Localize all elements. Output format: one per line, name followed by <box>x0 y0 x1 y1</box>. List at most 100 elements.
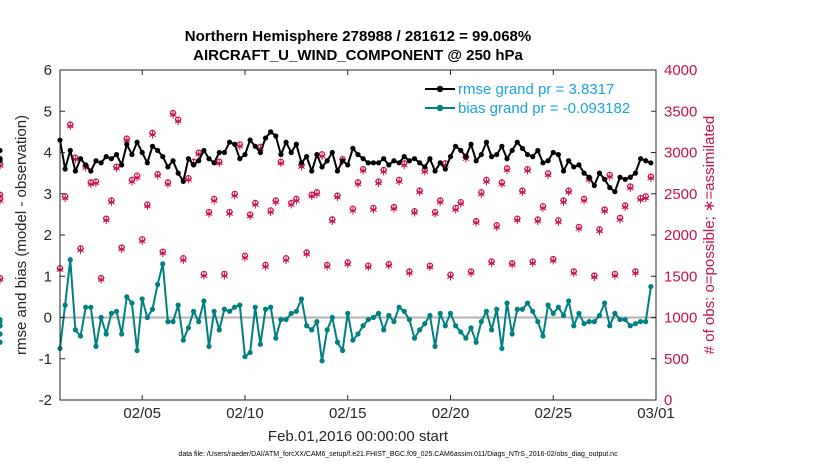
obs-assimilated-marker: ∗ <box>415 185 425 199</box>
series-1-point <box>129 300 135 306</box>
obs-possible-marker <box>67 121 74 128</box>
obs-possible-marker <box>483 176 490 184</box>
series-0-point <box>540 160 546 166</box>
obs-possible-marker <box>575 223 583 231</box>
series-0-point <box>257 149 263 156</box>
y-tick-label: 2 <box>44 227 52 244</box>
obs-possible-marker <box>395 176 403 184</box>
series-1-point <box>242 354 248 360</box>
obs-possible-marker <box>262 261 269 269</box>
obs-possible-marker <box>272 197 279 204</box>
series-1-point <box>298 296 305 302</box>
obs-possible-marker <box>539 203 547 210</box>
obs-possible-marker <box>580 195 588 203</box>
series-1-point <box>535 319 541 325</box>
series-0-point <box>232 141 238 147</box>
obs-possible-marker <box>293 195 300 203</box>
series-0-point <box>468 141 474 147</box>
obs-assimilated-marker: ∗ <box>574 221 584 235</box>
series-0-point <box>149 143 156 149</box>
obs-possible-marker <box>503 165 511 172</box>
series-1-point <box>283 316 289 323</box>
y2-tick-label: 0 <box>664 392 672 409</box>
x-tick-label: 02/10 <box>226 405 264 422</box>
series-1-point <box>560 312 567 319</box>
data-file-footnote: data file: /Users/raeder/DAI/ATM_forcXX/… <box>178 451 618 458</box>
obs-assimilated-marker: ∗ <box>368 202 378 216</box>
obs-assimilated-marker: ∗ <box>101 213 111 227</box>
series-1-point <box>499 345 505 352</box>
series-1-point <box>591 319 597 325</box>
series-1-point <box>458 329 464 335</box>
series-0-point <box>648 160 654 166</box>
obs-possible-marker <box>61 193 69 200</box>
series-0-point <box>0 147 3 154</box>
obs-possible-marker <box>508 260 516 267</box>
series-0-point <box>432 168 438 174</box>
series-1-point <box>478 319 484 325</box>
series-1-point <box>514 306 520 312</box>
series-1-point <box>432 343 438 349</box>
series-1-point <box>334 339 341 345</box>
series-1-point <box>160 261 166 267</box>
obs-possible-marker <box>591 272 598 279</box>
obs-possible-marker <box>118 244 125 251</box>
y2-tick-label: 2500 <box>664 186 697 203</box>
series-0-point <box>103 154 109 160</box>
series-1-point <box>252 304 258 310</box>
obs-assimilated-marker: ∗ <box>260 259 270 273</box>
series-1-point <box>180 337 186 343</box>
series-1-point <box>304 323 310 329</box>
series-0-point <box>329 149 335 156</box>
series-1-point <box>62 302 68 308</box>
x-axis-ticks: 02/05 02/10 02/15 02/20 02/25 03/01 <box>123 70 675 422</box>
series-1-point <box>617 316 623 323</box>
obs-possible-marker <box>365 262 372 269</box>
series-1-point <box>216 327 222 333</box>
obs-assimilated-marker: ∗ <box>240 250 250 264</box>
series-0-point <box>304 154 310 160</box>
obs-possible-marker <box>185 175 192 182</box>
obs-possible-marker <box>385 260 393 268</box>
series-1-point <box>504 300 510 306</box>
series-1-point <box>257 341 263 347</box>
series-0-point <box>632 170 639 176</box>
obs-assimilated-marker: ∗ <box>538 201 548 215</box>
y-tick-label: 5 <box>44 103 52 120</box>
obs-assimilated-marker: ∗ <box>178 253 188 267</box>
series-0-point <box>401 154 407 160</box>
x-tick-label: 02/05 <box>123 405 161 422</box>
obs-possible-marker <box>647 173 655 180</box>
series-0-point <box>319 164 325 170</box>
series-1-point <box>468 325 474 331</box>
obs-assimilated-marker: ∗ <box>523 164 533 178</box>
series-0-point <box>339 158 346 164</box>
obs-assimilated-marker: ∗ <box>379 164 389 178</box>
obs-possible-marker <box>0 191 4 198</box>
obs-possible-marker <box>375 178 382 185</box>
series-1-point <box>201 298 207 304</box>
obs-assimilated-marker: ∗ <box>276 156 286 170</box>
obs-possible-marker <box>103 215 110 222</box>
series-0-point <box>391 158 397 164</box>
series-0-point <box>458 147 464 154</box>
y-tick-label: 4 <box>44 145 52 162</box>
obs-assimilated-marker: ∗ <box>374 176 384 190</box>
series-1-point <box>72 327 79 333</box>
series-1-point <box>545 302 551 308</box>
series-0-point <box>627 174 633 180</box>
obs-assimilated-marker: ∗ <box>86 177 96 191</box>
series-0-point <box>72 168 79 174</box>
legend-rmse-marker <box>436 85 444 93</box>
obs-assimilated-marker: ∗ <box>199 268 209 282</box>
obs-possible-marker <box>606 171 613 179</box>
obs-assimilated-marker: ∗ <box>302 247 312 261</box>
series-1-point <box>643 319 649 325</box>
obs-assimilated-marker: ∗ <box>512 213 522 227</box>
obs-assimilated-marker: ∗ <box>487 256 497 270</box>
series-0-point <box>88 168 94 174</box>
obs-assimilated-marker: ∗ <box>0 273 5 287</box>
obs-possible-marker <box>467 268 475 275</box>
series-1-point <box>381 327 387 333</box>
obs-assimilated-marker: ∗ <box>153 169 163 183</box>
